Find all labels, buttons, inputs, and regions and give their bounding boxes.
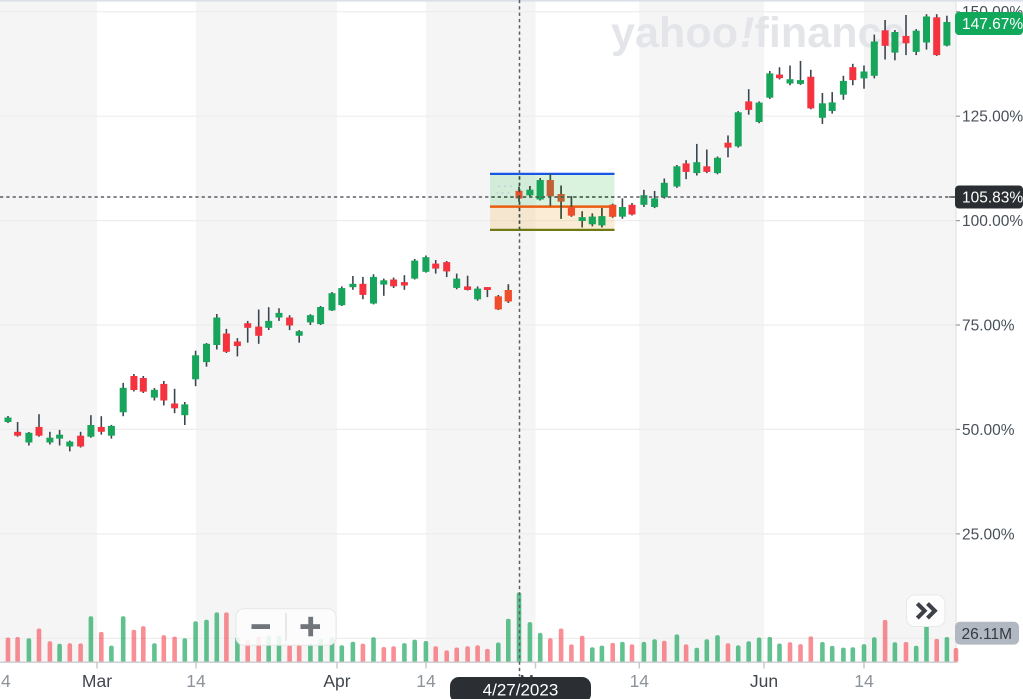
svg-text:Jun: Jun: [750, 671, 778, 691]
svg-text:147.67%: 147.67%: [962, 16, 1023, 33]
svg-text:Apr: Apr: [323, 671, 350, 691]
svg-text:14: 14: [186, 671, 206, 691]
svg-text:14: 14: [854, 671, 874, 691]
svg-text:75.00%: 75.00%: [962, 318, 1015, 335]
svg-text:26.11M: 26.11M: [962, 626, 1013, 643]
svg-text:4/27/2023: 4/27/2023: [483, 681, 559, 699]
svg-text:100.00%: 100.00%: [962, 213, 1023, 230]
svg-text:50.00%: 50.00%: [962, 422, 1015, 439]
svg-text:14: 14: [630, 671, 650, 691]
svg-text:yahoo!finance: yahoo!finance: [611, 9, 905, 57]
svg-text:105.83%: 105.83%: [962, 190, 1023, 207]
svg-text:25.00%: 25.00%: [962, 526, 1015, 543]
svg-text:125.00%: 125.00%: [962, 109, 1023, 126]
svg-text:Mar: Mar: [82, 671, 112, 691]
svg-text:14: 14: [416, 671, 436, 691]
svg-text:14: 14: [0, 671, 11, 691]
